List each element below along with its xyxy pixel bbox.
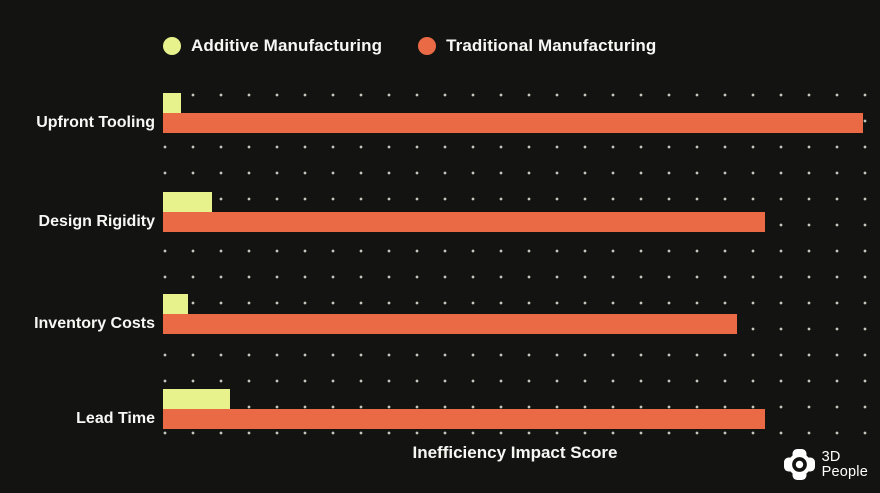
bar-traditional: [163, 314, 737, 334]
legend-swatch-icon: [418, 37, 437, 55]
category-label: Lead Time: [76, 410, 155, 427]
x-axis-title: Inefficiency Impact Score: [412, 443, 618, 462]
plot-area: [163, 88, 867, 440]
logo-text: 3D People: [821, 448, 868, 480]
bar-additive: [163, 294, 188, 314]
bar-traditional: [163, 113, 863, 133]
logo-line2: People: [821, 463, 868, 480]
legend-swatch-icon: [163, 37, 181, 55]
legend-label: Traditional Manufacturing: [446, 36, 657, 55]
legend-label: Additive Manufacturing: [191, 36, 383, 55]
bar-traditional: [163, 409, 765, 429]
3d-people-logo-icon: [783, 449, 815, 480]
logo-line1: 3D: [821, 448, 841, 465]
legend-item: Traditional Manufacturing: [418, 36, 656, 56]
legend-item: Additive Manufacturing: [163, 36, 382, 56]
bar-traditional: [163, 212, 765, 232]
logo: 3D People: [783, 448, 868, 480]
category-label: Design Rigidity: [38, 213, 155, 230]
bar-additive: [163, 389, 230, 409]
category-label: Inventory Costs: [34, 315, 155, 332]
bar-additive: [163, 192, 212, 212]
bar-additive: [163, 93, 181, 113]
category-label: Upfront Tooling: [36, 114, 155, 131]
legend: Additive Manufacturing Traditional Manufa…: [163, 36, 656, 56]
category-labels: Upfront Tooling Design Rigidity Inventory …: [0, 88, 155, 440]
